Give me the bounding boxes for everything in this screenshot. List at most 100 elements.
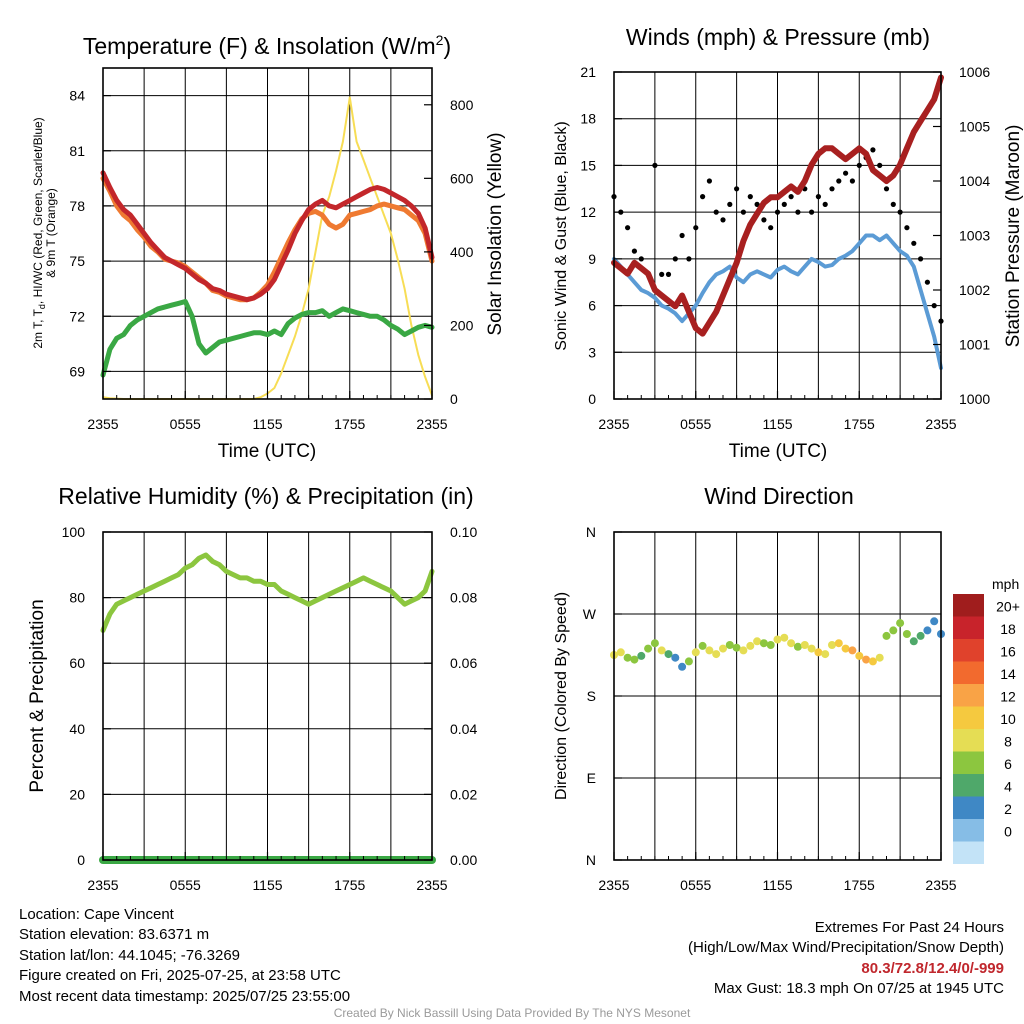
wind-direction-point bbox=[855, 651, 864, 660]
y-right-axis-label: Station Pressure (Maroon) bbox=[1003, 125, 1024, 348]
gust-point bbox=[768, 225, 774, 231]
legend-label: 20+ bbox=[996, 599, 1020, 615]
gust-point bbox=[883, 186, 890, 192]
elevation-text: Station elevation: 83.6371 m bbox=[19, 926, 210, 944]
gust-point bbox=[795, 209, 801, 215]
legend-swatch bbox=[953, 796, 984, 819]
wind-direction-point bbox=[759, 639, 768, 648]
wind-direction-point bbox=[753, 637, 762, 646]
gust-point bbox=[829, 186, 835, 192]
extremes-info: Extremes For Past 24 Hours (High/Low/Max… bbox=[688, 918, 1004, 1000]
y-right-tick-label: 0.06 bbox=[450, 655, 477, 671]
gust-point bbox=[686, 256, 692, 262]
gust-point bbox=[809, 209, 815, 215]
gust-point bbox=[700, 194, 706, 200]
wind-direction-point bbox=[644, 644, 653, 653]
x-tick-label: 1755 bbox=[334, 877, 365, 893]
y-right-tick-label: 1003 bbox=[959, 228, 990, 244]
y-right-tick-label: 600 bbox=[450, 170, 474, 186]
y-right-tick-label: 1006 bbox=[959, 64, 990, 80]
gust-point bbox=[822, 201, 828, 207]
gust-point bbox=[693, 225, 699, 231]
y-right-tick-label: 0.02 bbox=[450, 786, 477, 802]
wind-direction-point bbox=[698, 641, 707, 650]
y-tick-label: 15 bbox=[580, 157, 596, 173]
legend-swatch bbox=[953, 639, 984, 662]
wind-direction-point bbox=[732, 643, 741, 652]
chart-title: Wind Direction bbox=[704, 483, 854, 509]
sonic-wind-line bbox=[612, 233, 943, 370]
legend-swatch bbox=[953, 594, 984, 617]
wind-direction-point bbox=[719, 644, 727, 653]
gust-point bbox=[774, 209, 781, 215]
wind-direction-point bbox=[821, 650, 830, 659]
y-tick-label: 60 bbox=[69, 655, 85, 671]
gust-point bbox=[761, 217, 767, 223]
gust-point bbox=[652, 162, 658, 168]
legend-swatch bbox=[953, 841, 984, 864]
gust-point bbox=[904, 225, 910, 231]
y-tick-label: 12 bbox=[580, 204, 596, 220]
gust-point bbox=[911, 240, 917, 246]
legend-label: 6 bbox=[1004, 756, 1012, 772]
credit-text: Created By Nick Bassill Using Data Provi… bbox=[333, 1006, 691, 1020]
y-tick-label: N bbox=[586, 524, 596, 540]
wind-direction-point bbox=[930, 617, 939, 626]
wind-direction-point bbox=[909, 637, 918, 646]
x-tick-label: 1755 bbox=[844, 416, 875, 432]
y-right-tick-label: 0.00 bbox=[450, 852, 477, 868]
gust-point bbox=[625, 225, 631, 231]
wind-direction-point bbox=[902, 630, 911, 638]
gust-point bbox=[727, 201, 733, 207]
y-tick-label: 6 bbox=[588, 298, 596, 314]
chart-title: Temperature (F) & Insolation (W/m2) bbox=[83, 32, 451, 59]
y-right-tick-label: 1002 bbox=[959, 282, 990, 298]
y-right-tick-label: 1001 bbox=[959, 337, 990, 353]
legend-label: 18 bbox=[1000, 621, 1016, 637]
x-tick-label: 2355 bbox=[87, 877, 118, 893]
y-tick-label: 20 bbox=[69, 786, 85, 802]
gust-point bbox=[740, 209, 747, 215]
y-tick-label: 100 bbox=[62, 524, 86, 540]
wind-direction-point bbox=[678, 662, 687, 671]
wind-direction-point bbox=[787, 639, 796, 648]
gust-point bbox=[836, 178, 842, 184]
y-tick-label: 0 bbox=[588, 391, 596, 407]
dewpoint-line bbox=[100, 299, 435, 378]
speed-legend: mph 20+ 18 16 14 12 10 8 6 4 2 0 bbox=[953, 576, 1020, 864]
gust-point bbox=[672, 256, 678, 262]
wind-direction-point bbox=[800, 641, 809, 649]
gust-point bbox=[849, 178, 856, 184]
legend-label: 14 bbox=[1000, 666, 1016, 682]
gust-point bbox=[631, 248, 638, 254]
y-tick-label: 3 bbox=[588, 344, 596, 360]
x-tick-label: 1155 bbox=[252, 416, 282, 432]
x-tick-label: 2355 bbox=[598, 416, 629, 432]
legend-swatch bbox=[953, 684, 984, 707]
y-tick-label: 0 bbox=[77, 852, 85, 868]
x-tick-label: 2355 bbox=[416, 416, 447, 432]
y-tick-label: 40 bbox=[69, 721, 85, 737]
x-tick-label: 1755 bbox=[334, 416, 365, 432]
y-right-tick-label: 0.10 bbox=[450, 524, 477, 540]
max-gust-text: Max Gust: 18.3 mph On 07/25 at 1945 UTC bbox=[713, 980, 1004, 998]
x-tick-label: 0555 bbox=[170, 877, 201, 893]
chart-title: Relative Humidity (%) & Precipitation (i… bbox=[58, 483, 473, 509]
legend-label: 0 bbox=[1004, 824, 1012, 840]
wind-direction-point bbox=[780, 633, 789, 642]
y-axis-label: Sonic Wind & Gust (Blue, Black) bbox=[553, 121, 570, 350]
wind-direction-point bbox=[773, 635, 782, 644]
panel-2: 2355 0555 1155 1755 235503691215182110001001… bbox=[553, 24, 1024, 462]
station-info: Location: Cape Vincent Station elevation… bbox=[19, 905, 350, 1007]
extremes-values: 80.3/72.8/12.4/0/-999 bbox=[861, 959, 1004, 977]
y-axis-label-line2: & 9m T (Orange) bbox=[44, 188, 58, 278]
panel-3: 2355 0555 1155 1755 23550204060801000.000.02… bbox=[27, 483, 477, 893]
x-tick-label: 1755 bbox=[844, 877, 875, 893]
y-right-tick-label: 200 bbox=[450, 317, 474, 333]
wind-direction-point bbox=[637, 651, 646, 660]
y-tick-label: S bbox=[587, 688, 596, 704]
y-right-tick-label: 0.08 bbox=[450, 590, 477, 606]
legend-swatch bbox=[953, 819, 984, 842]
gust-point bbox=[679, 232, 685, 239]
